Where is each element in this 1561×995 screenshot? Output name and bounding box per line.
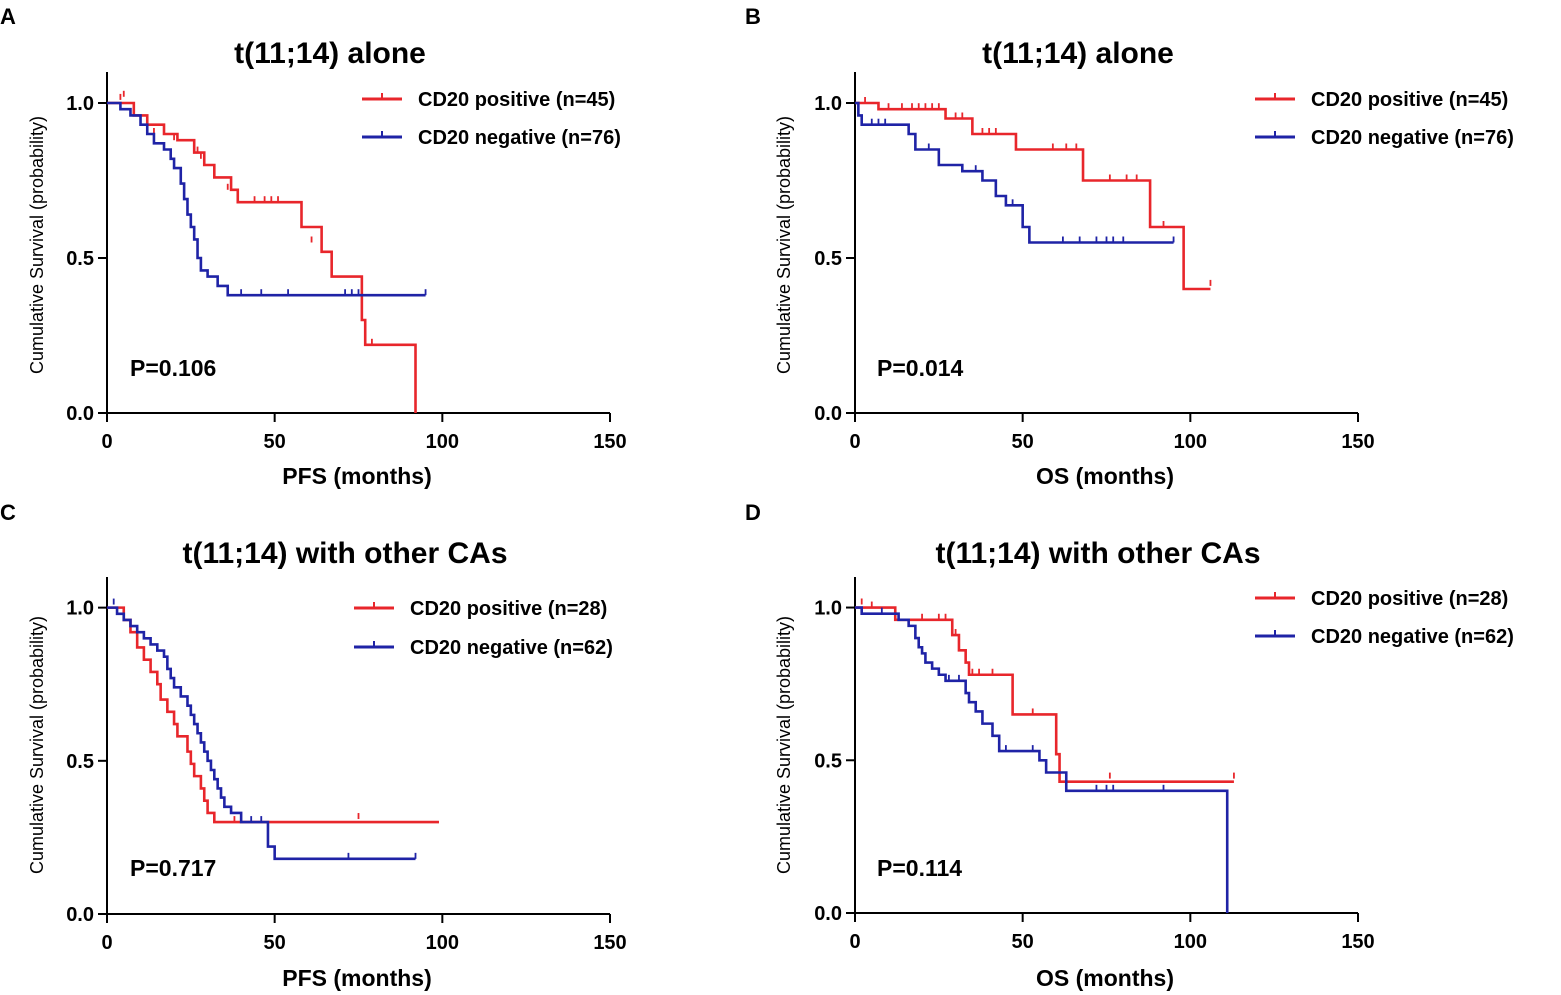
y-tick-label: 0.0 [814,903,842,925]
y-axis-label: Cumulative Survival (probability) [27,116,47,374]
x-axis-label: PFS (months) [282,463,432,489]
x-tick-label: 100 [1174,931,1207,953]
panel-letter: A [0,4,16,29]
x-axis-label: OS (months) [1036,463,1174,489]
x-tick-label: 100 [426,431,459,453]
y-tick-label: 0.5 [814,248,842,270]
chart-title: t(11;14) alone [982,37,1174,70]
panel-a: A t(11;14) alone PFS (months) Cumulative… [0,4,627,489]
chart-title: t(11;14) alone [234,37,426,70]
panel-b: B t(11;14) alone OS (months) Cumulative … [745,4,1514,489]
x-axis-label: OS (months) [1036,965,1174,991]
p-value: P=0.014 [877,355,964,381]
legend: CD20 positive (n=28) CD20 negative (n=62… [1255,588,1514,648]
y-tick-label: 1.0 [814,93,842,115]
y-tick-label: 0.5 [814,750,842,772]
y-tick-label: 0.5 [66,248,94,270]
panel-letter: C [0,500,16,525]
x-tick-label: 0 [849,431,860,453]
x-tick-label: 50 [264,932,286,954]
x-tick-label: 50 [1012,431,1034,453]
legend-label-positive: CD20 positive (n=45) [1311,89,1508,111]
x-tick-label: 150 [593,932,626,954]
legend-label-negative: CD20 negative (n=62) [1311,626,1514,648]
y-tick-label: 1.0 [814,598,842,620]
legend-label-negative: CD20 negative (n=76) [1311,127,1514,149]
x-tick-label: 150 [1341,431,1374,453]
y-tick-label: 1.0 [66,598,94,620]
x-tick-label: 100 [1174,431,1207,453]
x-axis-label: PFS (months) [282,965,432,991]
x-tick-label: 0 [101,431,112,453]
x-tick-label: 50 [1012,931,1034,953]
legend-label-negative: CD20 negative (n=62) [410,637,613,659]
y-tick-label: 0.0 [66,904,94,926]
panel-c: C t(11;14) with other CAs PFS (months) C… [0,500,627,991]
p-value: P=0.717 [130,855,216,881]
km-curve-negative [107,606,416,861]
x-tick-label: 150 [1341,931,1374,953]
legend-label-negative: CD20 negative (n=76) [418,127,621,149]
chart-title: t(11;14) with other CAs [935,537,1260,570]
km-curve-positive [855,606,1234,783]
km-curve-negative [855,101,1174,244]
y-axis-label: Cumulative Survival (probability) [774,116,794,374]
y-tick-label: 0.5 [66,751,94,773]
y-tick-label: 0.0 [814,403,842,425]
km-curve-negative [855,606,1229,913]
legend: CD20 positive (n=45) CD20 negative (n=76… [1255,89,1514,149]
km-curve-negative [107,101,426,297]
x-tick-label: 0 [849,931,860,953]
y-tick-label: 1.0 [66,93,94,115]
y-axis-label: Cumulative Survival (probability) [27,616,47,874]
x-tick-label: 0 [101,932,112,954]
y-axis-label: Cumulative Survival (probability) [774,616,794,874]
km-curve-positive [107,606,439,824]
panel-d: D t(11;14) with other CAs OS (months) Cu… [745,500,1514,991]
p-value: P=0.106 [130,355,216,381]
panel-letter: B [745,4,761,29]
panel-letter: D [745,500,761,525]
legend-label-positive: CD20 positive (n=28) [410,598,607,620]
p-value: P=0.114 [877,855,962,881]
x-tick-label: 50 [264,431,286,453]
legend-label-positive: CD20 positive (n=45) [418,89,615,111]
legend-label-positive: CD20 positive (n=28) [1311,588,1508,610]
legend: CD20 positive (n=45) CD20 negative (n=76… [362,89,621,149]
x-tick-label: 100 [426,932,459,954]
y-tick-label: 0.0 [66,403,94,425]
km-curve-positive [107,101,417,413]
x-tick-label: 150 [593,431,626,453]
chart-title: t(11;14) with other CAs [182,537,507,570]
legend: CD20 positive (n=28) CD20 negative (n=62… [354,598,613,659]
